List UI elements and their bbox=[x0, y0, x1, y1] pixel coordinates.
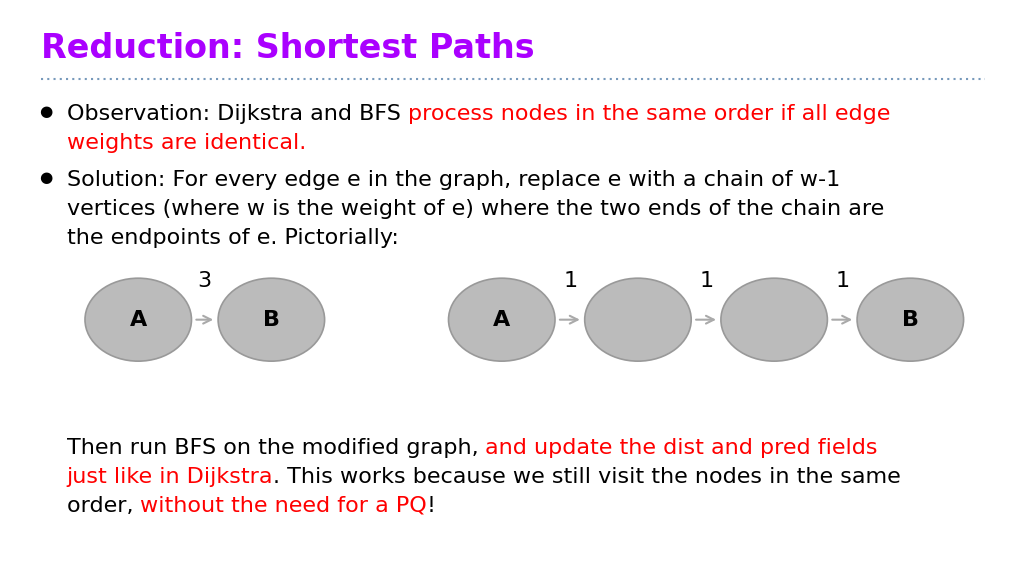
Ellipse shape bbox=[721, 278, 827, 361]
Text: !: ! bbox=[427, 496, 436, 516]
Text: Reduction: Shortest Paths: Reduction: Shortest Paths bbox=[41, 32, 535, 65]
Text: 1: 1 bbox=[836, 271, 850, 291]
Text: the endpoints of e. Pictorially:: the endpoints of e. Pictorially: bbox=[67, 228, 398, 248]
Ellipse shape bbox=[449, 278, 555, 361]
Text: A: A bbox=[494, 310, 510, 329]
Text: ●: ● bbox=[39, 170, 52, 185]
Text: order,: order, bbox=[67, 496, 140, 516]
Text: vertices (where w is the weight of e) where the two ends of the chain are: vertices (where w is the weight of e) wh… bbox=[67, 199, 884, 219]
Text: B: B bbox=[902, 310, 919, 329]
Text: 1: 1 bbox=[699, 271, 714, 291]
Text: Solution: For every edge e in the graph, replace e with a chain of w-1: Solution: For every edge e in the graph,… bbox=[67, 170, 840, 191]
Text: . This works because we still visit the nodes in the same: . This works because we still visit the … bbox=[273, 467, 901, 487]
Ellipse shape bbox=[218, 278, 325, 361]
Text: just like in Dijkstra: just like in Dijkstra bbox=[67, 467, 273, 487]
Ellipse shape bbox=[585, 278, 691, 361]
Text: A: A bbox=[130, 310, 146, 329]
Ellipse shape bbox=[857, 278, 964, 361]
Text: Then run BFS on the modified graph,: Then run BFS on the modified graph, bbox=[67, 438, 485, 458]
Ellipse shape bbox=[85, 278, 191, 361]
Text: and update the dist and pred fields: and update the dist and pred fields bbox=[485, 438, 878, 458]
Text: Observation: Dijkstra and BFS: Observation: Dijkstra and BFS bbox=[67, 104, 408, 124]
Text: 1: 1 bbox=[563, 271, 578, 291]
Text: ●: ● bbox=[39, 104, 52, 119]
Text: without the need for a PQ: without the need for a PQ bbox=[140, 496, 427, 516]
Text: 3: 3 bbox=[198, 271, 212, 291]
Text: process nodes in the same order if all edge: process nodes in the same order if all e… bbox=[408, 104, 890, 124]
Text: weights are identical.: weights are identical. bbox=[67, 132, 306, 153]
Text: B: B bbox=[263, 310, 280, 329]
